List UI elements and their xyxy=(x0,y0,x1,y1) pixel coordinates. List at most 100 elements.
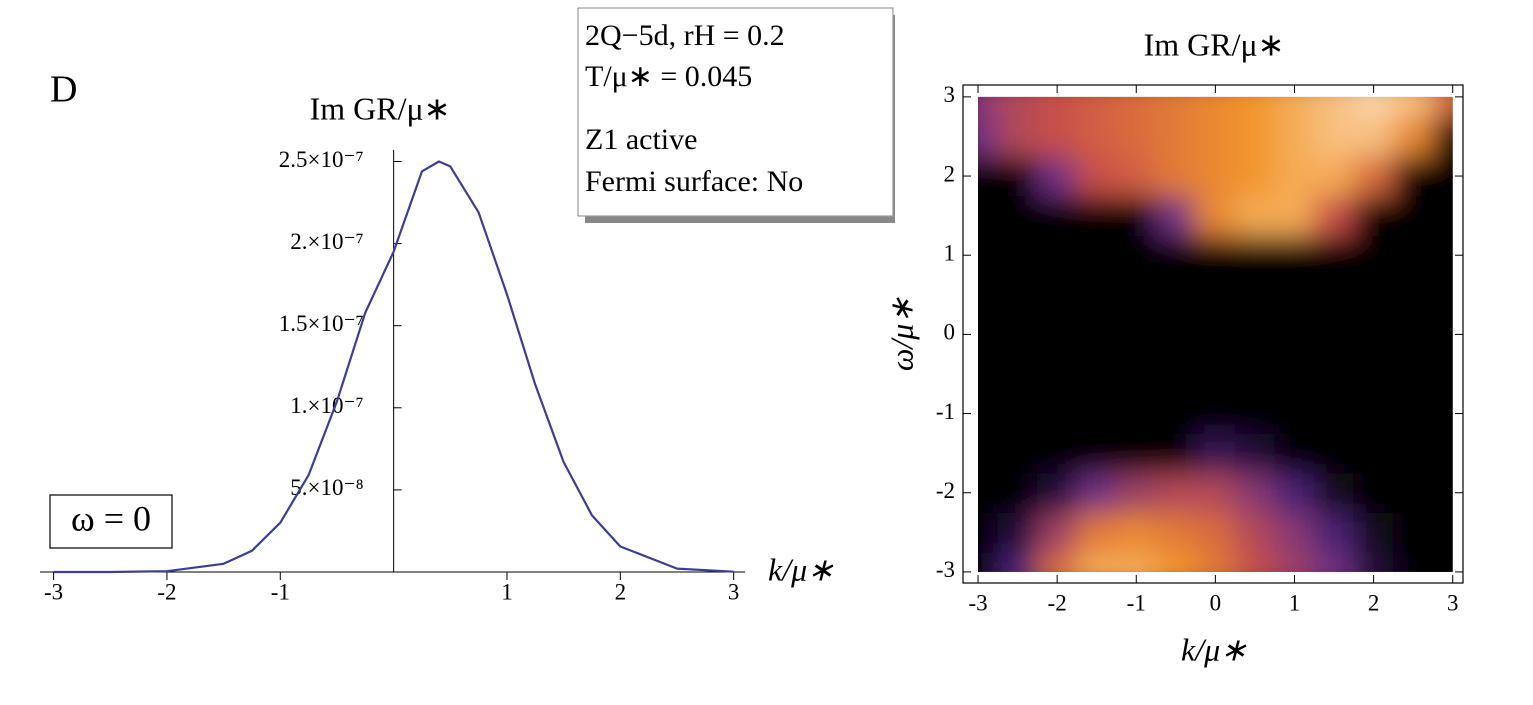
heatmap-cell xyxy=(1115,512,1157,553)
x-tick-label: 2 xyxy=(1368,590,1380,615)
heatmap-cell xyxy=(1392,432,1434,474)
heatmap-cell xyxy=(1313,274,1355,316)
heatmap-cell xyxy=(997,274,1038,316)
heatmap-cell xyxy=(978,551,999,572)
heatmap-cell xyxy=(1313,551,1355,572)
heatmap-cell xyxy=(1274,432,1315,474)
heatmap-cell xyxy=(1076,155,1117,197)
heatmap-cell xyxy=(1155,314,1197,355)
heatmap-cell xyxy=(997,353,1038,395)
y-tick-label: 1 xyxy=(944,241,956,266)
heatmap-cell xyxy=(1036,155,1078,197)
heatmap-cell xyxy=(978,432,999,474)
heatmap-cell xyxy=(1353,274,1394,316)
x-tick-label: -1 xyxy=(1127,590,1146,615)
heatmap-cell xyxy=(1432,472,1453,514)
heatmap-cell xyxy=(1392,274,1434,316)
heatmap-cell xyxy=(1155,432,1197,474)
heatmap-cell xyxy=(1195,195,1236,236)
x-axis-label: k/μ∗ xyxy=(768,551,834,587)
heatmap-cell xyxy=(1313,353,1355,395)
heatmap-cell xyxy=(978,234,999,276)
heatmap-cell xyxy=(997,432,1038,474)
heatmap xyxy=(978,96,1453,572)
heatmap-cell xyxy=(1353,116,1394,157)
heatmap-cell xyxy=(1155,551,1197,572)
heatmap-cell xyxy=(1234,393,1276,434)
heatmap-cell xyxy=(997,195,1038,236)
heatmap-cell xyxy=(1115,472,1157,514)
heatmap-cell xyxy=(1195,155,1236,197)
annotation: ω = 0 xyxy=(71,498,151,538)
heatmap-cell xyxy=(1155,116,1197,157)
heatmap-cell xyxy=(1353,234,1394,276)
heatmap-cell xyxy=(1076,274,1117,316)
heatmap-cell xyxy=(1155,512,1197,553)
x-tick-label: 1 xyxy=(501,579,513,604)
info-line: 2Q−5d, rH = 0.2 xyxy=(585,19,785,52)
heatmap-cell xyxy=(1353,195,1394,236)
x-tick-label: -2 xyxy=(157,579,176,604)
heatmap-cell xyxy=(1115,96,1157,118)
heatmap-cell xyxy=(1036,512,1078,553)
heatmap-cell xyxy=(1432,234,1453,276)
x-tick-label: -3 xyxy=(968,590,987,615)
heatmap-cell xyxy=(1392,234,1434,276)
heatmap-cell xyxy=(1313,393,1355,434)
heatmap-cell xyxy=(978,116,999,157)
heatmap-cell xyxy=(1392,116,1434,157)
x-tick-label: -2 xyxy=(1048,590,1067,615)
heatmap-cell xyxy=(1353,96,1394,118)
heatmap-cell xyxy=(978,96,999,118)
x-tick-label: 1 xyxy=(1289,590,1301,615)
heatmap-cell xyxy=(1076,472,1117,514)
heatmap-cell xyxy=(1076,353,1117,395)
info-box xyxy=(577,7,894,217)
heatmap-cell xyxy=(1392,551,1434,572)
heatmap-cell xyxy=(1274,512,1315,553)
heatmap-cell xyxy=(1353,155,1394,197)
y-tick-label: 2 xyxy=(944,161,956,186)
heatmap-cell xyxy=(978,512,999,553)
y-tick-label: 0 xyxy=(944,320,956,345)
heatmap-cell xyxy=(1432,393,1453,434)
heatmap-cell xyxy=(1234,274,1276,316)
heatmap-cell xyxy=(1234,195,1276,236)
heatmap-cell xyxy=(997,155,1038,197)
heatmap-cell xyxy=(1115,155,1157,197)
heatmap-cell xyxy=(1076,512,1117,553)
heatmap-cell xyxy=(1313,195,1355,236)
heatmap-cell xyxy=(1195,314,1236,355)
heatmap-cell xyxy=(1195,96,1236,118)
heatmap-cell xyxy=(1274,155,1315,197)
heatmap-cell xyxy=(1274,314,1315,355)
heatmap-cell xyxy=(997,472,1038,514)
heatmap-cell xyxy=(978,195,999,236)
x-tick-label: 3 xyxy=(728,579,740,604)
heatmap-cell xyxy=(978,353,999,395)
heatmap-cell xyxy=(1432,155,1453,197)
heatmap-cell xyxy=(1313,472,1355,514)
heatmap-cell xyxy=(1115,234,1157,276)
y-tick-label: 2.5×10⁻⁷ xyxy=(279,147,364,172)
heatmap-cell xyxy=(978,274,999,316)
heatmap-cell xyxy=(1432,96,1453,118)
heatmap-cell xyxy=(1115,195,1157,236)
heatmap-cell xyxy=(1392,353,1434,395)
line-series xyxy=(53,160,734,574)
heatmap-cell xyxy=(1432,512,1453,553)
heatmap-cell xyxy=(1234,353,1276,395)
heatmap-cell xyxy=(1432,432,1453,474)
heatmap-cell xyxy=(1155,155,1197,197)
panel-label: D xyxy=(50,69,77,111)
heatmap-cell xyxy=(1274,195,1315,236)
heatmap-cell xyxy=(1313,512,1355,553)
annotation-box xyxy=(49,494,173,549)
heatmap-cell xyxy=(1155,96,1197,118)
heatmap-cell xyxy=(1234,512,1276,553)
heatmap-cell xyxy=(1195,393,1236,434)
heatmap-cell xyxy=(1313,155,1355,197)
heatmap-cell xyxy=(1036,432,1078,474)
heatmap-cell xyxy=(1234,155,1276,197)
